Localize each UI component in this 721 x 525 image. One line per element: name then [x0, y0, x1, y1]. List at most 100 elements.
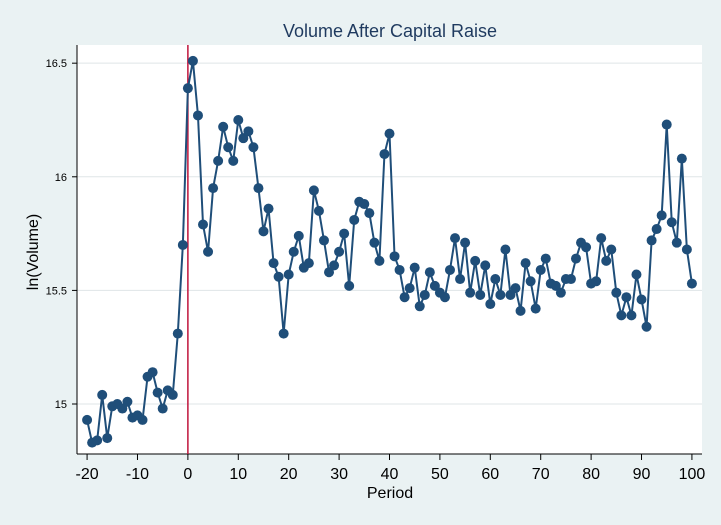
data-point: [404, 283, 415, 294]
x-tick-label: 10: [229, 466, 247, 483]
x-tick-label: 70: [532, 466, 550, 483]
data-point: [490, 274, 501, 285]
data-point: [273, 271, 284, 282]
data-point: [344, 280, 355, 291]
x-axis-label: Period: [367, 485, 413, 502]
data-point: [268, 258, 279, 269]
data-point: [581, 242, 592, 253]
data-point: [248, 142, 259, 153]
data-point: [465, 287, 476, 298]
data-point: [308, 185, 319, 196]
x-tick-label: -20: [76, 466, 99, 483]
data-point: [223, 142, 234, 153]
data-point: [369, 237, 380, 248]
x-tick-label: 40: [381, 466, 399, 483]
data-point: [167, 389, 178, 400]
data-point: [152, 387, 163, 398]
data-point: [203, 246, 214, 257]
data-point: [530, 303, 541, 314]
data-point: [570, 253, 581, 264]
data-point: [172, 328, 183, 339]
series-points: [82, 55, 697, 448]
data-point: [555, 287, 566, 298]
data-point: [182, 83, 193, 94]
data-point: [303, 258, 314, 269]
x-tick-label: 20: [280, 466, 298, 483]
data-point: [656, 210, 667, 221]
data-point: [596, 233, 607, 244]
data-point: [500, 244, 511, 255]
data-point: [213, 155, 224, 166]
data-point: [419, 289, 430, 300]
data-point: [198, 219, 209, 230]
y-tick-label: 15: [55, 399, 67, 411]
data-point: [92, 435, 103, 446]
x-tick-label: 60: [481, 466, 499, 483]
data-point: [455, 274, 466, 285]
data-point: [389, 251, 400, 262]
data-point: [233, 114, 244, 125]
data-point: [646, 235, 657, 246]
data-point: [591, 276, 602, 287]
data-point: [666, 217, 677, 228]
data-point: [686, 278, 697, 289]
data-point: [339, 228, 350, 239]
data-point: [187, 55, 198, 66]
data-point: [661, 119, 672, 130]
data-point: [349, 214, 360, 225]
data-point: [621, 292, 632, 303]
grid-lines: [77, 62, 702, 405]
y-tick-label: 15.5: [46, 285, 67, 297]
data-point: [228, 155, 239, 166]
y-ticks: 15 15.5 16 16.5: [46, 58, 77, 411]
data-point: [631, 269, 642, 280]
data-point: [470, 255, 481, 266]
data-point: [329, 260, 340, 271]
data-point: [475, 289, 486, 300]
y-tick-label: 16: [55, 172, 67, 184]
data-point: [278, 328, 289, 339]
y-axis-label: ln(Volume): [25, 214, 42, 290]
data-point: [137, 414, 148, 425]
data-point: [460, 237, 471, 248]
data-point: [525, 276, 536, 287]
data-point: [192, 110, 203, 121]
data-point: [218, 121, 229, 132]
data-point: [429, 280, 440, 291]
data-point: [208, 183, 219, 194]
data-point: [676, 153, 687, 164]
data-point: [122, 396, 133, 407]
data-point: [409, 262, 420, 273]
data-point: [117, 403, 128, 414]
y-tick-label: 16.5: [46, 58, 67, 70]
data-point: [606, 244, 617, 255]
data-point: [147, 367, 158, 378]
data-point: [611, 287, 622, 298]
data-point: [157, 403, 168, 414]
x-ticks: -20 -10 0 10 20 30 40 50 60 70 80 90 100: [76, 454, 705, 483]
data-point: [288, 246, 299, 257]
data-point: [505, 289, 516, 300]
data-point: [651, 224, 662, 235]
data-point: [450, 233, 461, 244]
data-point: [601, 255, 612, 266]
data-point: [540, 253, 551, 264]
data-point: [318, 235, 329, 246]
data-point: [384, 128, 395, 139]
data-point: [641, 321, 652, 332]
x-tick-label: 30: [330, 466, 348, 483]
data-point: [616, 310, 627, 321]
data-point: [636, 294, 647, 305]
data-point: [97, 389, 108, 400]
data-point: [364, 208, 375, 219]
x-tick-label: -10: [126, 466, 149, 483]
data-point: [82, 414, 93, 425]
data-point: [520, 258, 531, 269]
data-point: [681, 244, 692, 255]
data-point: [243, 126, 254, 137]
data-point: [424, 267, 435, 278]
data-point: [379, 149, 390, 160]
data-point: [495, 289, 506, 300]
data-point: [293, 230, 304, 241]
